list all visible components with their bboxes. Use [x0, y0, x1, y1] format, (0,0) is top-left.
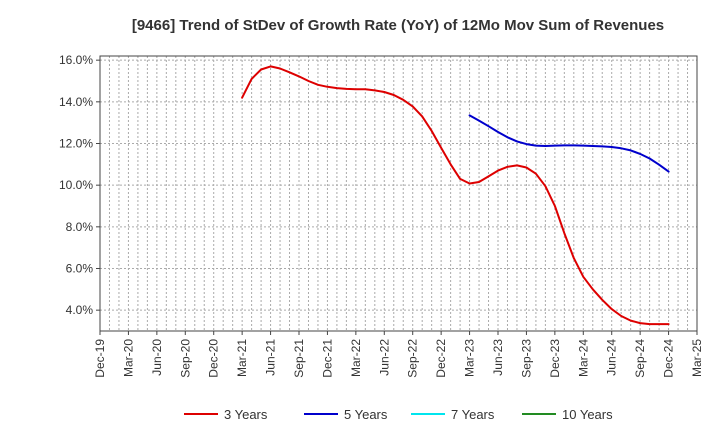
x-tick-label: Sep-21	[292, 339, 306, 378]
x-tick-label: Jun-22	[377, 339, 391, 376]
x-tick-label: Mar-21	[235, 339, 249, 377]
x-tick-label: Dec-21	[320, 339, 334, 378]
x-axis: Dec-19 Mar-20 Jun-20 Sep-20 Dec-20 Mar-21 Jun-…	[93, 331, 704, 378]
x-tick-label: Mar-23	[463, 339, 477, 377]
x-tick-label: Jun-24	[605, 339, 619, 376]
y-tick-label: 16.0%	[59, 53, 93, 67]
x-tick-label: Mar-22	[349, 339, 363, 377]
x-tick-label: Dec-19	[93, 339, 107, 378]
x-tick-label: Dec-20	[207, 339, 221, 378]
x-tick-label: Mar-20	[121, 339, 135, 377]
y-tick-label: 14.0%	[59, 95, 93, 109]
x-tick-label: Dec-24	[662, 339, 676, 378]
x-tick-label: Mar-24	[576, 339, 590, 377]
y-tick-label: 10.0%	[59, 178, 93, 192]
y-tick-label: 12.0%	[59, 137, 93, 151]
y-axis: 4.0% 6.0% 8.0% 10.0% 12.0% 14.0% 16.0%	[59, 53, 100, 317]
series-line-3-years	[241, 65, 670, 326]
chart-title: [9466] Trend of StDev of Growth Rate (Yo…	[132, 17, 664, 34]
x-tick-label: Jun-20	[150, 339, 164, 376]
y-tick-label: 6.0%	[66, 262, 94, 276]
x-tick-label: Sep-24	[633, 339, 647, 378]
x-tick-label: Dec-22	[434, 339, 448, 378]
x-tick-label: Sep-22	[406, 339, 420, 378]
legend-label-7-years: 7 Years	[451, 407, 495, 422]
legend-label-5-years: 5 Years	[344, 407, 388, 422]
x-tick-label: Jun-21	[264, 339, 278, 376]
legend-label-3-years: 3 Years	[224, 407, 268, 422]
series-group	[241, 65, 670, 326]
y-tick-label: 4.0%	[66, 303, 94, 317]
legend-label-10-years: 10 Years	[562, 407, 613, 422]
series-line-5-years	[468, 114, 670, 173]
x-tick-label: Mar-25	[690, 339, 704, 377]
plot-frame	[99, 55, 698, 332]
x-tick-label: Dec-23	[548, 339, 562, 378]
x-tick-label: Sep-20	[178, 339, 192, 378]
y-tick-label: 8.0%	[66, 220, 94, 234]
x-tick-label: Jun-23	[491, 339, 505, 376]
x-tick-label: Sep-23	[519, 339, 533, 378]
legend: 3 Years 5 Years 7 Years 10 Years	[184, 407, 613, 422]
grid	[100, 56, 697, 331]
